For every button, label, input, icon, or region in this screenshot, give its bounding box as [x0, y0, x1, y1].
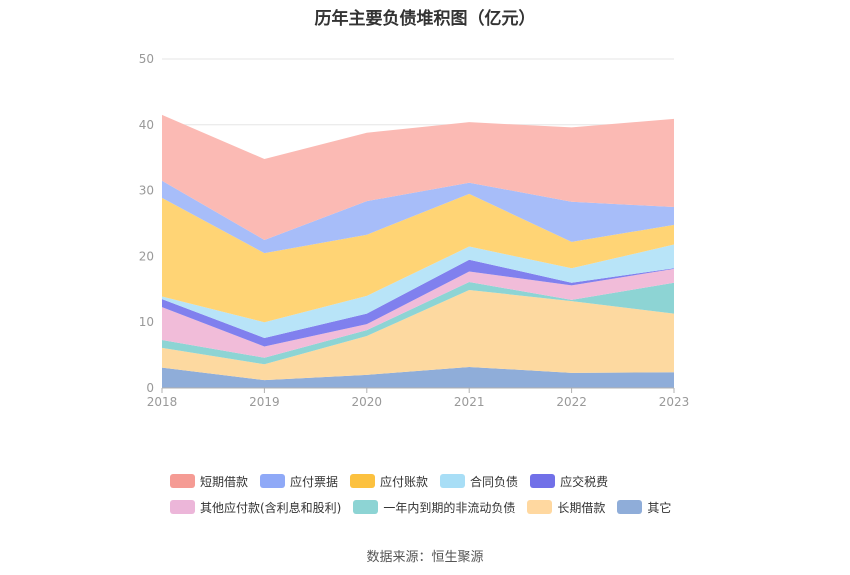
y-tick-label: 30	[139, 184, 154, 198]
x-tick-label: 2022	[556, 395, 587, 409]
legend-item[interactable]: 合同负债	[440, 473, 518, 490]
data-source: 数据来源：恒生聚源	[366, 550, 484, 565]
area-series	[162, 289, 674, 381]
area-series	[162, 244, 674, 338]
x-tick-label: 2019	[249, 395, 280, 409]
area-series	[162, 268, 674, 358]
legend-label: 其它	[647, 500, 672, 515]
y-tick-label: 0	[146, 381, 154, 395]
x-tick-label: 2020	[352, 395, 383, 409]
legend-swatch	[170, 500, 195, 514]
legend-swatch	[617, 500, 643, 514]
legend-item[interactable]: 应交税费	[530, 473, 608, 490]
area-series	[162, 259, 674, 347]
area-series	[162, 366, 674, 388]
legend-row: 其他应付款(含利息和股利) 一年内到期的非流动负债 长期借款 其它	[170, 496, 730, 518]
y-tick-label: 20	[139, 249, 154, 263]
legend-swatch	[170, 474, 195, 488]
legend-label: 长期借款	[557, 500, 606, 515]
stacked-area-chart: 0 10 20 30 40 50 2018 2019 2020 2021 2022 2023	[139, 52, 690, 409]
area-series	[162, 282, 674, 365]
x-tick-label: 2018	[147, 395, 178, 409]
legend-swatch	[530, 474, 556, 488]
legend-label: 其他应付款(含利息和股利)	[200, 500, 342, 515]
legend-label: 一年内到期的非流动负债	[383, 500, 516, 515]
y-tick-label: 40	[139, 118, 154, 132]
chart-title: 历年主要负债堆积图（亿元）	[314, 9, 536, 29]
legend-swatch	[527, 500, 553, 514]
legend-swatch	[260, 474, 286, 488]
legend-label: 短期借款	[200, 474, 249, 489]
legend-label: 合同负债	[470, 474, 519, 489]
legend-item[interactable]: 应付账款	[350, 473, 428, 490]
legend-label: 应付账款	[380, 474, 429, 489]
area-series	[162, 180, 674, 254]
x-tick-label: 2023	[659, 395, 690, 409]
area-series	[162, 114, 674, 240]
chart-legend: 短期借款 应付票据 应付账款 合同负债 应交税费 其他应付款(含利息和股利) 一年内到期的…	[170, 470, 730, 522]
legend-row: 短期借款 应付票据 应付账款 合同负债 应交税费	[170, 470, 730, 492]
legend-item[interactable]: 其他应付款(含利息和股利)	[170, 499, 341, 516]
legend-item[interactable]: 长期借款	[527, 499, 605, 516]
legend-swatch	[353, 500, 379, 514]
legend-swatch	[350, 474, 376, 488]
legend-item[interactable]: 其它	[617, 499, 671, 516]
legend-swatch	[440, 474, 466, 488]
x-tick-label: 2021	[454, 395, 485, 409]
legend-item[interactable]: 应付票据	[260, 473, 338, 490]
legend-label: 应付票据	[290, 474, 339, 489]
y-tick-label: 50	[139, 52, 154, 66]
legend-item[interactable]: 一年内到期的非流动负债	[353, 499, 515, 516]
area-series	[162, 193, 674, 323]
y-tick-label: 10	[139, 315, 154, 329]
legend-item[interactable]: 短期借款	[170, 473, 248, 490]
legend-label: 应交税费	[560, 474, 609, 489]
